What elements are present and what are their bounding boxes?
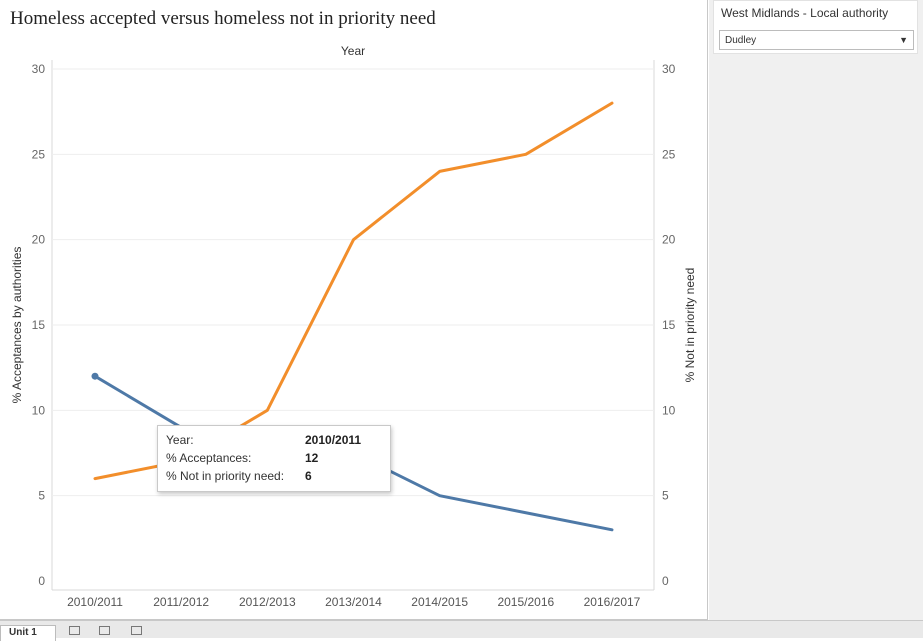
tooltip-year-label: Year: — [166, 433, 194, 447]
new-dashboard-icon[interactable] — [99, 626, 110, 635]
tooltip-acceptances-label: % Acceptances: — [166, 451, 252, 465]
sheet-tab-unit-1[interactable]: Unit 1 — [0, 625, 56, 641]
tooltip-acceptances-value: 12 — [305, 451, 319, 465]
line-chart[interactable]: 0 0 5 5 10 10 15 15 20 20 25 25 30 30 2010/2011 2011/20… — [0, 0, 707, 618]
filter-title: West Midlands - Local authority — [721, 6, 889, 20]
new-story-icon[interactable] — [131, 626, 142, 635]
tooltip-not-priority-label: % Not in priority need: — [166, 469, 285, 483]
x-tick-label: 2015/2016 — [497, 595, 554, 609]
y-tick-label-left: 30 — [32, 62, 46, 76]
dropdown-selected-value: Dudley — [725, 35, 757, 46]
tooltip-not-priority-value: 6 — [305, 469, 312, 483]
y-tick-label-left: 15 — [32, 318, 46, 332]
x-tick-label: 2013/2014 — [325, 595, 382, 609]
y-tick-label-left: 0 — [38, 574, 45, 588]
y-axis-title-right: % Not in priority need — [683, 268, 697, 383]
y-tick-label-left: 5 — [38, 489, 45, 503]
y-tick-label-right: 20 — [662, 233, 676, 247]
y-tick-label-right: 15 — [662, 318, 676, 332]
highlight-point — [91, 372, 99, 380]
y-tick-label-right: 5 — [662, 489, 669, 503]
right-panel: West Midlands - Local authority Dudley ▼ — [709, 0, 923, 620]
sheet-tab-bar: Unit 1 — [0, 620, 923, 641]
dashboard-title: Homeless accepted versus homeless not in… — [10, 8, 436, 29]
y-tick-label-left: 25 — [32, 147, 46, 161]
x-tick-label: 2010/2011 — [67, 595, 123, 609]
x-tick-label: 2016/2017 — [584, 595, 641, 609]
x-tick-label: 2011/2012 — [153, 595, 209, 609]
dashboard-sheet: Homeless accepted versus homeless not in… — [0, 0, 708, 620]
local-authority-dropdown[interactable]: Dudley ▼ — [719, 30, 914, 50]
x-tick-label: 2014/2015 — [411, 595, 468, 609]
data-tooltip: Year: 2010/2011 % Acceptances: 12 % Not … — [157, 425, 391, 492]
new-sheet-icon[interactable] — [69, 626, 80, 635]
y-tick-label-right: 10 — [662, 403, 676, 417]
filter-card: West Midlands - Local authority Dudley ▼ — [713, 0, 918, 54]
x-axis-title: Year — [341, 44, 365, 58]
y-tick-label-right: 0 — [662, 574, 669, 588]
chevron-down-icon[interactable]: ▼ — [899, 35, 908, 45]
x-tick-label: 2012/2013 — [239, 595, 296, 609]
y-tick-label-left: 10 — [32, 403, 46, 417]
y-axis-title-left: % Acceptances by authorities — [10, 247, 24, 404]
y-tick-label-right: 30 — [662, 62, 676, 76]
y-tick-label-left: 20 — [32, 233, 46, 247]
tooltip-year-value: 2010/2011 — [305, 433, 362, 447]
y-tick-label-right: 25 — [662, 147, 676, 161]
